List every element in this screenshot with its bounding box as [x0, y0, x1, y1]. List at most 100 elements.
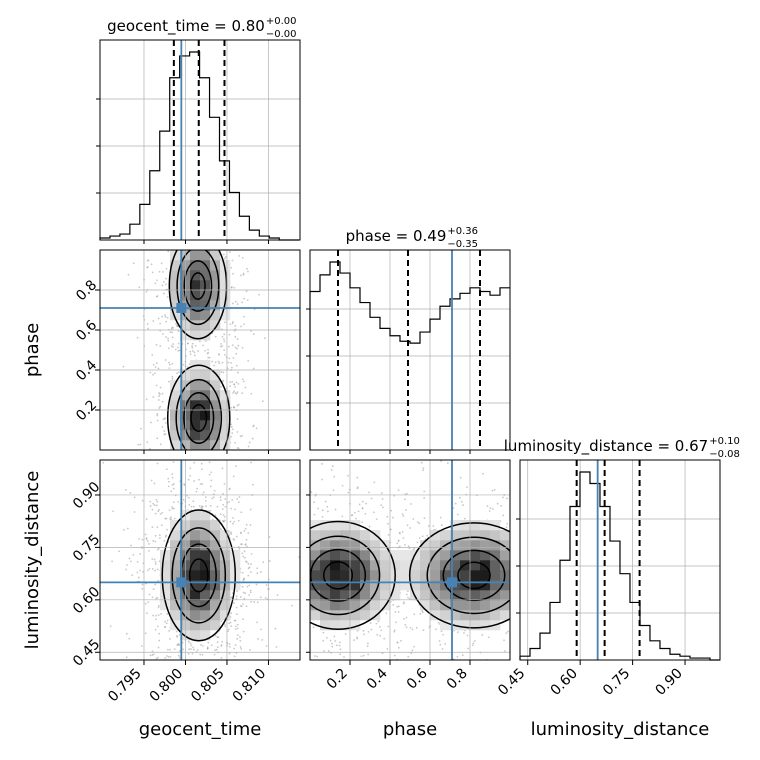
sample-point	[156, 413, 159, 415]
density-cell	[490, 600, 501, 611]
density-cell	[170, 390, 181, 401]
sample-point	[157, 317, 160, 320]
density-cell	[340, 570, 351, 581]
sample-point	[195, 490, 198, 493]
density-cell	[430, 540, 441, 551]
grid-phase-luminosity_distance	[309, 459, 511, 661]
sample-point	[219, 345, 222, 348]
sample-point	[231, 366, 233, 369]
sample-point	[209, 504, 212, 507]
density-cell	[430, 590, 441, 601]
contour-line	[188, 558, 209, 593]
sample-point	[150, 421, 152, 424]
sample-point	[386, 648, 389, 650]
density-cell	[490, 530, 501, 541]
density-panel-geocent_time-luminosity_distance	[102, 461, 300, 660]
sample-point	[406, 590, 409, 593]
sample-point	[155, 614, 158, 617]
histogram-phase	[309, 261, 510, 450]
density-cell	[470, 590, 481, 601]
sample-point	[191, 342, 194, 345]
density-cell	[350, 580, 361, 591]
sample-point	[398, 532, 401, 535]
sample-point	[234, 644, 237, 647]
sample-point	[321, 509, 324, 512]
sample-point	[152, 373, 154, 376]
sample-point	[229, 381, 232, 384]
density-cell	[340, 590, 351, 601]
sample-point	[489, 507, 492, 510]
sample-point	[463, 632, 465, 634]
density-cell	[500, 540, 510, 551]
sample-point	[249, 571, 252, 574]
density-cell	[440, 610, 451, 621]
sample-point	[234, 628, 237, 631]
grid-geocent_time-phase	[99, 249, 301, 451]
sample-point	[351, 514, 354, 516]
sample-point	[149, 654, 152, 657]
sample-point	[159, 405, 162, 408]
axes-frame	[99, 39, 301, 241]
sample-point	[159, 345, 162, 347]
sample-point	[233, 390, 236, 393]
density-cell	[500, 580, 510, 591]
sample-point	[126, 564, 128, 566]
density-cell	[400, 550, 411, 561]
sample-point	[423, 497, 426, 499]
sample-point	[187, 653, 190, 655]
density-cell	[190, 320, 201, 331]
sample-point	[235, 381, 238, 384]
sample-point	[356, 476, 359, 479]
density-cell	[480, 550, 491, 561]
sample-point	[172, 483, 175, 485]
density-cell	[420, 550, 431, 561]
sample-point	[188, 503, 191, 506]
density-cell	[390, 550, 401, 561]
density-cell	[210, 430, 221, 441]
sample-point	[168, 629, 170, 632]
sample-point	[264, 596, 267, 599]
density-cell	[460, 550, 471, 561]
sample-point	[235, 613, 238, 616]
sample-point	[177, 342, 180, 345]
density-cell	[190, 370, 201, 381]
x-tick-label: 0.8	[444, 666, 471, 693]
sample-point	[367, 642, 369, 645]
sample-point	[245, 290, 248, 293]
sample-point	[157, 614, 160, 616]
axes-frame	[309, 249, 511, 451]
sample-point	[156, 414, 159, 417]
density-cell	[210, 600, 221, 611]
sample-point	[170, 345, 173, 347]
sample-point	[161, 425, 164, 428]
sample-point	[375, 622, 378, 625]
sample-point	[220, 644, 223, 646]
density-cell	[350, 620, 361, 631]
sample-point	[251, 437, 254, 440]
sample-point	[260, 571, 262, 573]
sample-point	[164, 283, 167, 286]
sample-point	[212, 496, 215, 499]
sample-point	[159, 393, 161, 396]
sample-point	[407, 545, 410, 548]
sample-point	[229, 520, 232, 523]
sample-point	[321, 478, 323, 481]
sample-point	[405, 616, 408, 619]
density-cell	[200, 400, 211, 411]
density-cell	[370, 610, 381, 621]
sample-point	[247, 574, 250, 577]
sample-point	[232, 357, 235, 359]
x-tick-label: 0.795	[105, 666, 145, 706]
sample-point	[166, 619, 169, 622]
sample-point	[240, 274, 242, 277]
sample-point	[397, 540, 400, 542]
density-cell	[360, 550, 371, 561]
density-cell	[330, 580, 341, 591]
sample-point	[177, 654, 180, 657]
sample-point	[204, 496, 207, 499]
sample-point	[158, 639, 161, 642]
density-cell	[500, 530, 510, 541]
sample-point	[169, 648, 171, 651]
sample-point	[153, 482, 156, 485]
density-cell	[190, 260, 201, 271]
